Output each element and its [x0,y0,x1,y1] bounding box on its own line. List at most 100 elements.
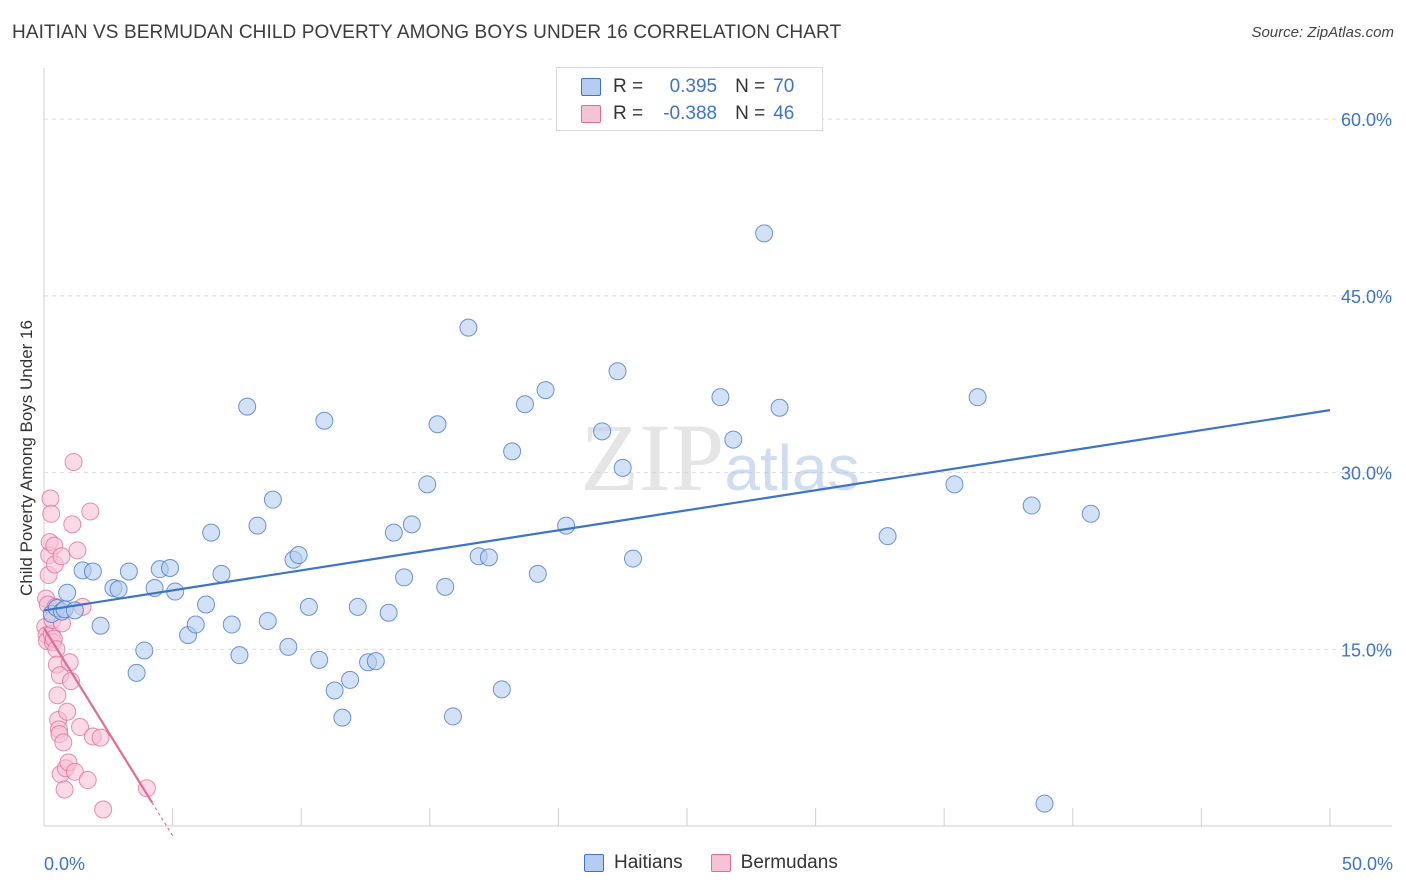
haitians-series [42,224,1100,813]
haitian-point[interactable] [503,442,522,461]
haitian-point[interactable] [230,646,249,665]
haitian-point[interactable] [299,597,318,616]
bermudan-point[interactable] [48,686,67,705]
r-value: -0.388 [663,103,718,124]
haitian-point[interactable] [755,224,774,243]
bermudan-point[interactable] [58,702,77,721]
haitian-point[interactable] [119,562,138,581]
haitian-point[interactable] [161,558,180,577]
haitian-point[interactable] [492,680,511,699]
n-value: 70 [773,76,795,97]
haitian-point[interactable] [258,612,277,631]
haitian-point[interactable] [341,670,360,689]
haitian-point[interactable] [1081,504,1100,523]
haitian-point[interactable] [127,663,146,682]
stats-row-haitians: R = 0.395 N = 70 [581,76,794,98]
haitian-point[interactable] [557,516,576,535]
haitian-point[interactable] [1035,794,1054,813]
bermudan-point[interactable] [71,718,90,737]
haitian-point[interactable] [83,562,102,581]
haitian-point[interactable] [402,515,421,534]
haitian-point[interactable] [459,318,478,337]
bermudans-swatch [581,105,601,123]
bermudan-point[interactable] [54,733,73,752]
bermudan-point[interactable] [64,452,83,471]
haitian-point[interactable] [186,615,205,634]
haitian-point[interactable] [436,577,455,596]
haitian-point[interactable] [878,527,897,546]
haitian-point[interactable] [479,548,498,567]
bermudan-point[interactable] [137,779,156,798]
y-tick-label: 45.0% [1341,287,1392,307]
haitian-point[interactable] [248,516,267,535]
legend-label-bermudans: Bermudans [740,852,838,873]
watermark: ZIPatlas [580,404,859,511]
haitian-point[interactable] [724,430,743,449]
bermudan-point[interactable] [52,547,71,566]
haitian-point[interactable] [222,615,241,634]
watermark-zip: ZIP [580,404,724,511]
bermudan-point[interactable] [65,762,84,781]
haitian-point[interactable] [418,475,437,494]
haitian-point[interactable] [91,616,110,635]
bermudan-point[interactable] [91,728,110,747]
haitian-point[interactable] [968,388,987,407]
haitian-point[interactable] [366,652,385,671]
legend-item-haitians[interactable]: Haitians [584,852,683,874]
haitian-point[interactable] [289,546,308,565]
haitian-point[interactable] [325,681,344,700]
haitian-point[interactable] [379,603,398,622]
haitian-point[interactable] [58,583,77,602]
haitian-point[interactable] [384,523,403,542]
y-tick-label: 15.0% [1341,640,1392,660]
haitian-point[interactable] [613,458,632,477]
haitian-point[interactable] [333,708,352,727]
r-label: R = [613,103,644,124]
bermudans-trend-line [43,627,153,804]
haitian-point[interactable] [608,362,627,381]
haitian-point[interactable] [515,395,534,414]
haitian-point[interactable] [395,568,414,587]
haitian-point[interactable] [623,549,642,568]
haitian-point[interactable] [443,707,462,726]
r-value: 0.395 [669,76,718,97]
bermudan-point[interactable] [41,489,60,508]
haitian-point[interactable] [197,595,216,614]
haitian-point[interactable] [263,490,282,509]
bermudan-point[interactable] [94,800,113,819]
bermudan-point[interactable] [42,504,61,523]
haitian-point[interactable] [212,564,231,583]
haitian-point[interactable] [135,641,154,660]
haitian-point[interactable] [109,580,128,599]
watermark-atlas: atlas [724,432,859,504]
haitian-point[interactable] [593,422,612,441]
haitian-point[interactable] [348,597,367,616]
haitian-point[interactable] [279,637,298,656]
bermudans-swatch [710,854,731,872]
haitian-point[interactable] [1022,496,1041,515]
haitian-point[interactable] [528,564,547,583]
haitian-point[interactable] [238,397,257,416]
tick-labels: 15.0% 30.0% 45.0% 60.0% 0.0% 50.0% [44,110,1393,874]
bermudan-point[interactable] [68,541,87,560]
x-tick-label: 0.0% [44,854,85,874]
haitian-point[interactable] [315,411,334,430]
haitian-point[interactable] [770,398,789,417]
bermudans-series [36,452,156,819]
bermudan-point[interactable] [55,780,74,799]
haitian-point[interactable] [202,523,221,542]
bermudan-point[interactable] [81,502,100,521]
legend-item-bermudans[interactable]: Bermudans [710,852,838,874]
haitian-point[interactable] [945,475,964,494]
haitian-point[interactable] [536,381,555,400]
chart-title: HAITIAN VS BERMUDAN CHILD POVERTY AMONG … [12,22,842,43]
series-legend: Haitians Bermudans [584,852,866,874]
bermudans-trend-extension [151,802,174,836]
bermudan-point[interactable] [63,515,82,534]
bermudan-point[interactable] [78,771,97,790]
haitian-point[interactable] [711,388,730,407]
haitians-swatch [584,854,604,872]
haitian-point[interactable] [310,650,329,669]
haitian-point[interactable] [428,415,447,434]
